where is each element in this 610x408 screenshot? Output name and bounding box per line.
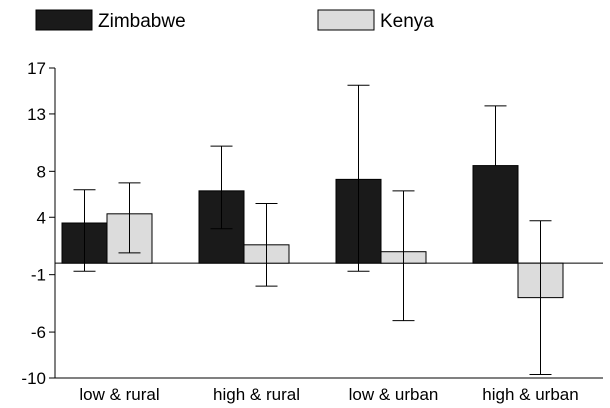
legend: Zimbabwe Kenya	[35, 9, 434, 32]
legend-swatch-kenya	[317, 9, 375, 31]
legend-swatch-zimbabwe	[35, 9, 93, 31]
y-tick-label: -10	[21, 369, 46, 388]
x-tick-label: high & urban	[482, 385, 578, 404]
x-tick-labels: low & rural high & rural low & urban high &…	[79, 385, 578, 404]
y-ticks: 17 13 8 4 -1 -6 -10	[21, 59, 55, 388]
y-tick-label: 4	[37, 208, 46, 227]
error-bars	[73, 84, 552, 376]
y-tick-label: 8	[37, 162, 46, 181]
legend-label-zimbabwe: Zimbabwe	[98, 11, 186, 32]
y-tick-label: -1	[31, 266, 46, 285]
bars	[61, 165, 564, 299]
legend-label-kenya: Kenya	[380, 11, 434, 32]
y-tick-label: 17	[27, 59, 46, 78]
y-tick-label: -6	[31, 323, 46, 342]
bar-zimbabwe-3	[472, 165, 519, 264]
x-tick-label: low & rural	[79, 385, 159, 404]
x-tick-label: high & rural	[213, 385, 300, 404]
x-tick-label: low & urban	[349, 385, 439, 404]
y-tick-label: 13	[27, 105, 46, 124]
